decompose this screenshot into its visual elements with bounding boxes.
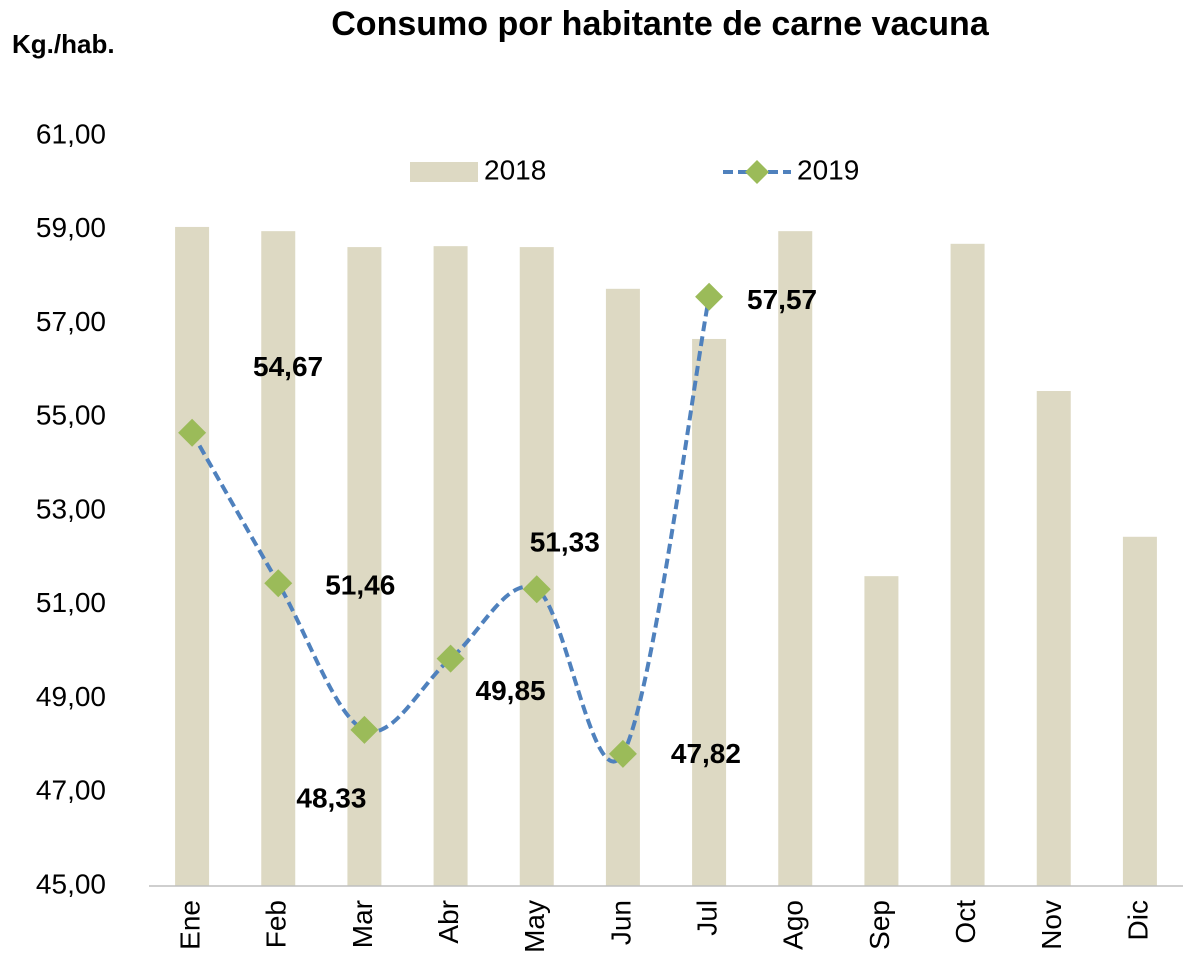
chart-title: Consumo por habitante de carne vacuna bbox=[331, 5, 990, 43]
y-axis-label: Kg./hab. bbox=[12, 29, 115, 59]
bar bbox=[1036, 391, 1071, 886]
legend-marker bbox=[745, 160, 769, 184]
legend-swatch bbox=[410, 162, 478, 182]
x-tick-label: Feb bbox=[261, 900, 292, 948]
data-label: 49,85 bbox=[476, 675, 546, 706]
bar bbox=[261, 231, 296, 886]
bar bbox=[175, 226, 210, 886]
marker bbox=[522, 575, 551, 604]
y-tick-label: 47,00 bbox=[36, 775, 106, 806]
data-label: 48,33 bbox=[296, 782, 366, 813]
x-tick-label: Oct bbox=[950, 900, 981, 944]
x-tick-label: Jul bbox=[691, 900, 722, 936]
data-label: 57,57 bbox=[747, 284, 817, 315]
y-tick-label: 53,00 bbox=[36, 493, 106, 524]
x-tick-label: Jun bbox=[605, 900, 636, 945]
bar bbox=[605, 288, 640, 886]
data-label: 54,67 bbox=[253, 351, 323, 382]
x-tick-label: Abr bbox=[433, 900, 464, 944]
bar bbox=[864, 576, 899, 886]
data-label: 51,46 bbox=[325, 570, 395, 601]
x-tick-label: Ene bbox=[174, 900, 205, 950]
marker bbox=[436, 644, 465, 673]
x-tick-label: Ago bbox=[778, 900, 809, 950]
data-label: 51,33 bbox=[530, 527, 600, 558]
y-tick-label: 57,00 bbox=[36, 306, 106, 337]
data-label: 47,82 bbox=[671, 738, 741, 769]
bar bbox=[778, 231, 813, 886]
y-tick-label: 45,00 bbox=[36, 868, 106, 899]
bar bbox=[519, 247, 554, 886]
x-tick-label: May bbox=[519, 900, 550, 953]
bar bbox=[950, 243, 985, 886]
marker bbox=[695, 282, 724, 311]
bar bbox=[347, 247, 382, 886]
y-tick-label: 61,00 bbox=[36, 118, 106, 149]
x-tick-label: Mar bbox=[347, 900, 378, 948]
y-tick-label: 55,00 bbox=[36, 400, 106, 431]
bar bbox=[692, 338, 727, 886]
y-tick-label: 59,00 bbox=[36, 212, 106, 243]
y-tick-label: 49,00 bbox=[36, 681, 106, 712]
marker bbox=[264, 569, 293, 598]
y-tick-label: 51,00 bbox=[36, 587, 106, 618]
marker bbox=[178, 418, 207, 447]
legend-label: 2018 bbox=[484, 154, 546, 185]
bar bbox=[433, 246, 468, 886]
bar bbox=[1122, 536, 1157, 886]
legend-label: 2019 bbox=[797, 154, 859, 185]
line bbox=[190, 296, 712, 764]
marker bbox=[350, 715, 379, 744]
x-tick-label: Sep bbox=[864, 900, 895, 950]
marker bbox=[608, 739, 637, 768]
x-tick-label: Dic bbox=[1122, 900, 1153, 940]
x-tick-label: Nov bbox=[1036, 900, 1067, 950]
